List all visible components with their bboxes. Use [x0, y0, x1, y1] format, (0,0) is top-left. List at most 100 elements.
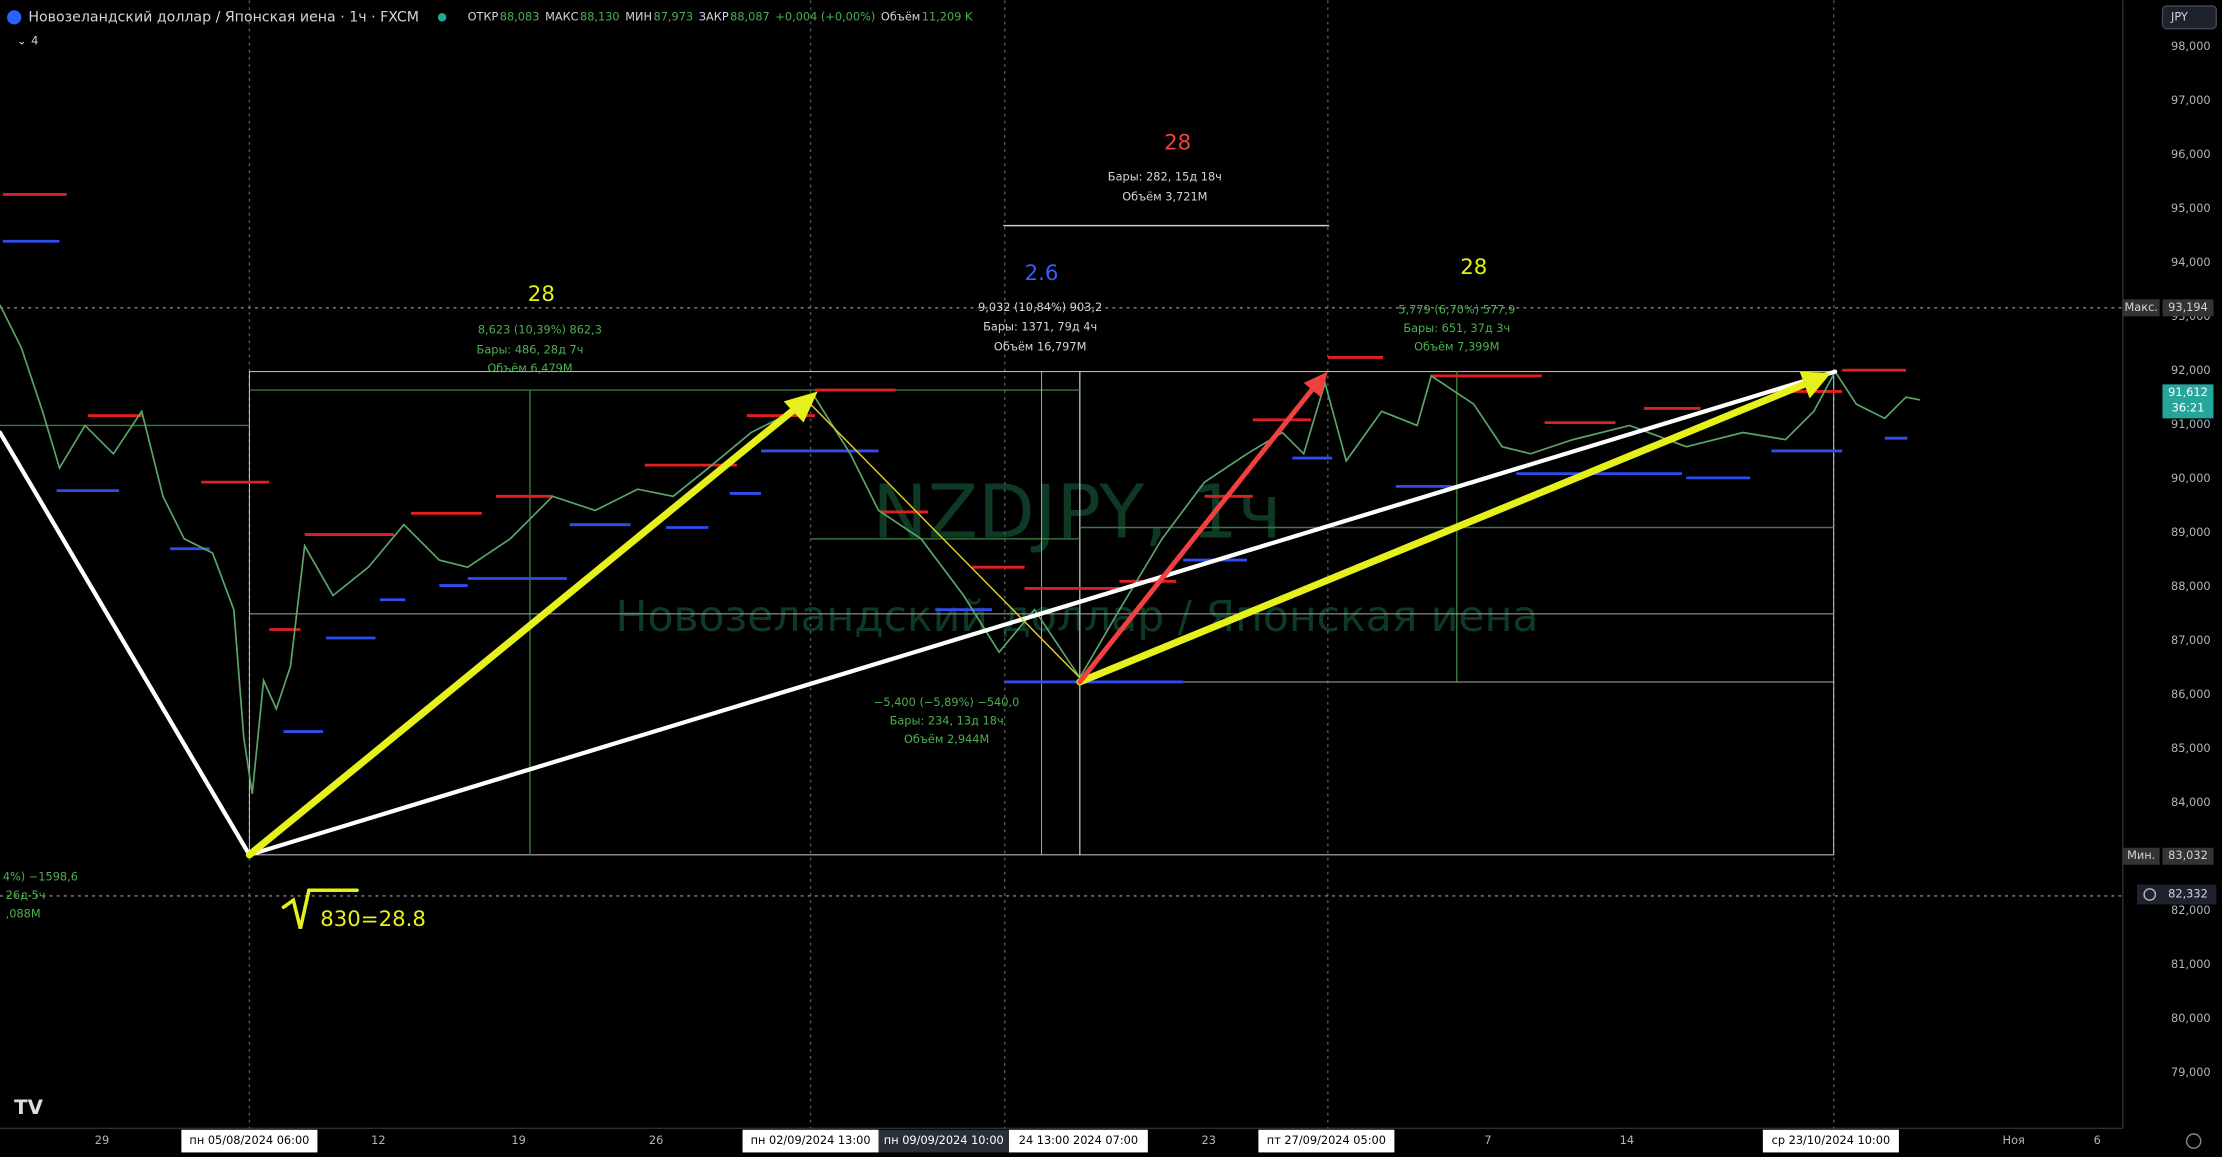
tag-label: Макс. [2125, 300, 2158, 314]
price-tick-label: 86,000 [2171, 687, 2211, 701]
time-tag-bg [742, 1129, 879, 1153]
time-tag: пн 09/09/2024 10:00 [884, 1133, 1004, 1147]
stat-value: 11,209 K [922, 9, 973, 23]
price-tick-label: 94,000 [2171, 255, 2211, 269]
time-tick-label: 19 [511, 1133, 525, 1147]
time-tag: пн 05/08/2024 06:00 [189, 1133, 309, 1147]
price-tick-label: 91,000 [2171, 417, 2211, 431]
symbol: Новозеландский доллар / Японская иена · … [28, 9, 419, 25]
time-tick-label: 6 [2094, 1133, 2101, 1147]
time-tick-label: 7 [1484, 1133, 1491, 1147]
root-sign [281, 888, 359, 929]
arrow [245, 400, 805, 859]
stat-label: Объём [881, 9, 920, 23]
time-tag-bg [1008, 1129, 1148, 1153]
annotation-line: 4%) −1598,6 [3, 870, 78, 884]
tag-bg [2162, 299, 2214, 317]
header: Новозеландский доллар / Японская иена · … [7, 9, 973, 47]
arrow-head [783, 391, 818, 423]
price-tick-label: 89,000 [2171, 525, 2211, 539]
annotation-line: −5,400 (−5,89%) −540,0 [874, 695, 1019, 709]
annotation-line: 8,623 (10,39%) 862,3 [478, 323, 602, 337]
tag-label: Мин. [2127, 848, 2155, 862]
tag-value: 36:21 [2172, 400, 2205, 414]
trend-line [809, 403, 1081, 679]
annotation-line: 9,032 (10,84%) 903,2 [978, 300, 1102, 314]
tag-bg [2136, 884, 2217, 905]
stat-value: 88,083 [500, 9, 540, 23]
tag-value: 93,194 [2168, 300, 2208, 314]
currency-button[interactable] [2161, 5, 2218, 30]
time-tick-label: 26 [649, 1133, 663, 1147]
time-tick-label: 29 [95, 1133, 109, 1147]
annotation-line: Объём 16,797M [994, 340, 1086, 354]
price-trace [0, 304, 1921, 795]
price-tags: JPY Макс. 93,194 91,612 36:21 Мин. 83,03… [2122, 5, 2218, 905]
annotation-line: Бары: 1371, 79д 4ч [983, 320, 1097, 334]
currency[interactable]: JPY [2170, 9, 2188, 23]
add-icon[interactable] [2143, 888, 2157, 901]
arrow [1076, 377, 1815, 686]
time-tag: ср 23/10/2024 10:00 [1772, 1133, 1891, 1147]
price-tick-label: 90,000 [2171, 471, 2211, 485]
stats: ОТКР 88,083 МАКС 88,130 МИН 87,973 ЗАКР 88,087 +… [468, 9, 973, 23]
time-tick-label: 23 [1202, 1133, 1216, 1147]
price-tick-label: 79,000 [2171, 1065, 2211, 1079]
stat-value: 88,130 [580, 9, 620, 23]
price-tick-label: 97,000 [2171, 93, 2211, 107]
annotation-line: Бары: 651, 37д 3ч [1403, 321, 1510, 335]
trend-line [247, 369, 1838, 857]
time-tag-bg [878, 1129, 1009, 1153]
annotation-line: Бары: 486, 28д 7ч [477, 342, 584, 356]
price-tick-label: 82,000 [2171, 903, 2211, 917]
status-dot [437, 13, 447, 22]
time-tick-label: 14 [1620, 1133, 1634, 1147]
price-tick-label: 95,000 [2171, 201, 2211, 215]
annotation-line: Объём 3,721M [1122, 189, 1207, 203]
price-tick-label: 81,000 [2171, 957, 2211, 971]
price-tick-label: 96,000 [2171, 147, 2211, 161]
time-tag: пн 02/09/2024 13:00 [751, 1133, 871, 1147]
annotation-title: 2.6 [1025, 261, 1059, 286]
time-tag: пт 27/09/2024 05:00 [1267, 1133, 1386, 1147]
price-tick-label: 85,000 [2171, 741, 2211, 755]
settings-icon[interactable] [2185, 1133, 2202, 1149]
price-tick-label: 98,000 [2171, 39, 2211, 53]
annotation-line: 26д 5ч [6, 888, 46, 902]
annotation-line: Объём 2,944M [904, 732, 989, 746]
tag-bg [2162, 847, 2214, 865]
tag-bg [2122, 299, 2160, 317]
time-axis: 29 12 19 26 23 7 14 Ноя 6 пн 05/08/2024 06:00 пн 0… [95, 1129, 2101, 1153]
arrow-head [1303, 371, 1328, 398]
stat-label: ОТКР [468, 9, 499, 23]
annotation-title: 28 [1164, 130, 1191, 155]
time-tag-bg [1762, 1129, 1899, 1153]
indicator-count[interactable]: 4 [31, 33, 38, 47]
stat-value: 88,087 [730, 9, 770, 23]
time-tag: 24 13:00 2024 07:00 [1019, 1133, 1138, 1147]
time-tag-bg [181, 1129, 318, 1153]
price-axis: 98,00097,00096,00095,00094,00093,00092,0… [2171, 39, 2211, 1079]
time-tick-label: 12 [371, 1133, 385, 1147]
tag-value: 83,032 [2168, 848, 2208, 862]
ranges [0, 224, 1835, 856]
price-tick-label: 87,000 [2171, 633, 2211, 647]
arrow [1077, 383, 1318, 685]
time-tag-bg [1258, 1129, 1395, 1153]
trend-line [0, 430, 252, 857]
annotation-title: 28 [528, 282, 555, 307]
symbol-icon [7, 10, 22, 25]
arrow-head [1799, 371, 1831, 399]
watermark-symbol: NZDJPY, 1ч [872, 471, 1281, 556]
price-tick-label: 84,000 [2171, 795, 2211, 809]
price-tick-label: 88,000 [2171, 579, 2211, 593]
price-tick-label: 80,000 [2171, 1011, 2211, 1025]
formula: 830=28.8 [320, 907, 426, 932]
annotation-line: Бары: 234, 13д 18ч [890, 714, 1004, 728]
annotation-line: ,088M [6, 906, 41, 920]
price-tick-label: 92,000 [2171, 363, 2211, 377]
indicator-toggle[interactable]: ⌄ [17, 33, 27, 47]
time-tick-label: Ноя [2003, 1133, 2025, 1147]
